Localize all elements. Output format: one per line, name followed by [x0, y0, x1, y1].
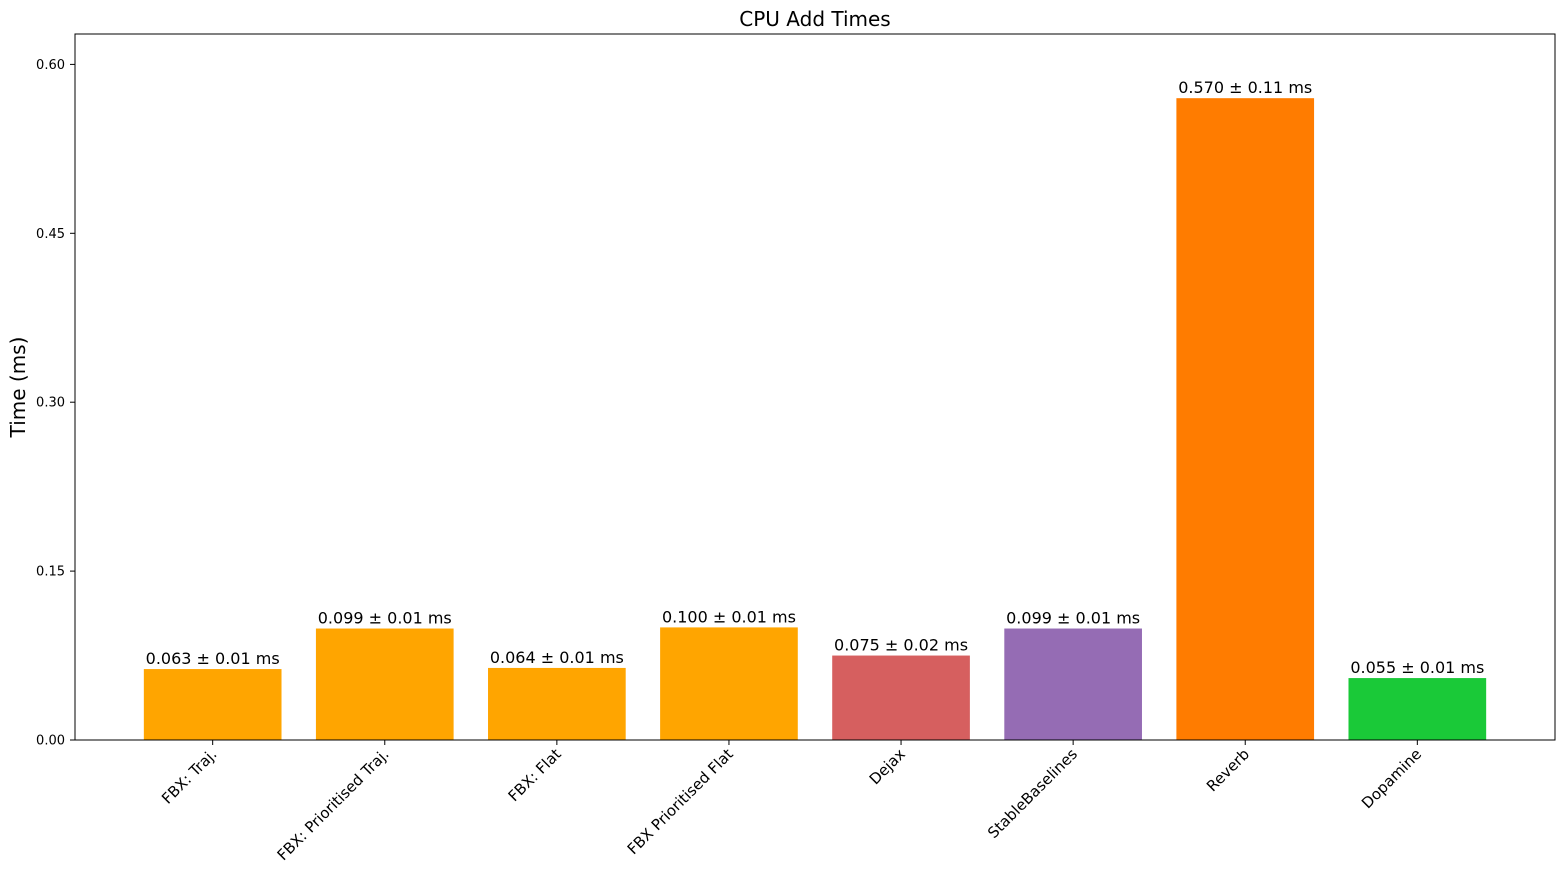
- bar-value-label: 0.063 ± 0.01 ms: [146, 649, 280, 668]
- x-tick-label: Dopamine: [1358, 745, 1425, 812]
- bar: [143, 669, 282, 740]
- y-axis-label: Time (ms): [6, 337, 30, 439]
- bar: [488, 667, 626, 740]
- y-tick-label: 0.30: [36, 396, 65, 411]
- x-tick-label: StableBaselines: [984, 745, 1081, 842]
- x-tick-label: FBX Prioritised Flat: [624, 745, 737, 858]
- bar-value-label: 0.075 ± 0.02 ms: [834, 636, 968, 655]
- x-tick-label: FBX: Prioritised Traj.: [274, 745, 393, 864]
- bar-value-label: 0.055 ± 0.01 ms: [1350, 658, 1484, 677]
- x-tick-label: FBX: Traj.: [158, 745, 220, 807]
- y-tick-label: 0.60: [36, 58, 65, 73]
- bar-value-label: 0.570 ± 0.11 ms: [1178, 78, 1312, 97]
- plot-area: 0.063 ± 0.01 ms FBX: Traj. 0.099 ± 0.01 ms…: [36, 33, 1556, 864]
- chart-title: CPU Add Times: [739, 7, 890, 31]
- bar: [1348, 678, 1487, 740]
- x-tick-label: Reverb: [1203, 745, 1253, 795]
- bar-value-label: 0.064 ± 0.01 ms: [490, 648, 624, 667]
- axes-frame: [74, 33, 1556, 741]
- bar: [315, 628, 454, 740]
- bar: [832, 655, 970, 740]
- y-tick-label: 0.00: [36, 734, 65, 749]
- bar-value-label: 0.100 ± 0.01 ms: [662, 607, 796, 626]
- y-tick-label: 0.15: [36, 565, 65, 580]
- bar: [660, 627, 798, 740]
- bar-value-label: 0.099 ± 0.01 ms: [318, 609, 452, 628]
- x-tick-label: FBX: Flat: [505, 745, 565, 805]
- bar-value-label: 0.099 ± 0.01 ms: [1006, 609, 1140, 628]
- y-tick-label: 0.45: [36, 227, 65, 242]
- x-tick-label: Dejax: [866, 745, 909, 788]
- bar: [1176, 98, 1315, 740]
- bar: [1004, 628, 1142, 740]
